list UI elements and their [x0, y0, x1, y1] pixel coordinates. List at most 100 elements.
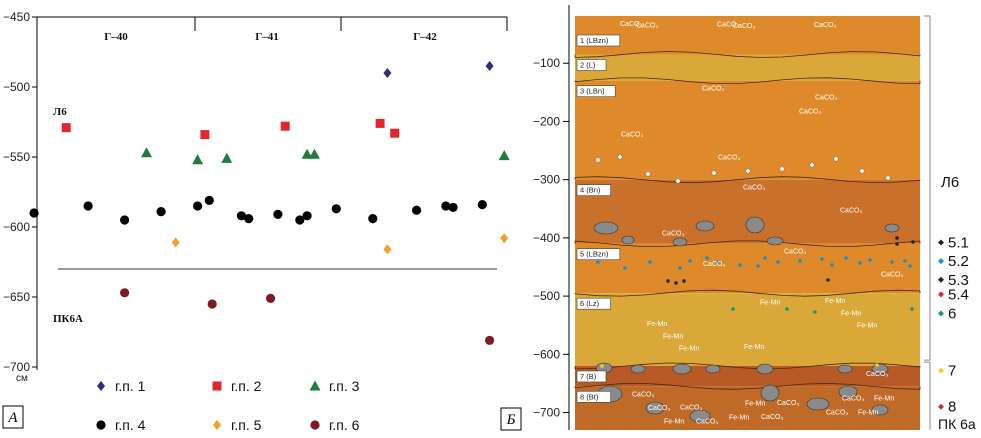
- y-axis-ticks-a: −450 −500 −550 −600 −650 −700: [3, 10, 37, 374]
- legend-label: г.п. 3: [329, 378, 360, 394]
- horizon-label-box: [576, 184, 611, 196]
- concretion: [695, 220, 715, 232]
- horizon-label: 2 (L): [580, 60, 596, 69]
- data-point: [29, 208, 39, 218]
- y-tick-label-b: −600: [533, 347, 560, 361]
- section-dividers: Г–40 Г–41 Г–42: [104, 17, 508, 43]
- marker-5-1: [895, 236, 899, 240]
- concretion: [745, 216, 765, 234]
- data-point: [83, 201, 93, 211]
- legend-b: 5.15.2 5.35.4 6 7 8: [938, 235, 969, 416]
- marker-5-2: [705, 256, 709, 260]
- legend-marker-b: [938, 291, 944, 298]
- horizon-label: 7 (B): [580, 372, 597, 381]
- concretion: [806, 397, 830, 411]
- horizon-annotation: Fe-Mn: [664, 419, 684, 426]
- horizon-annotation: CaCO₃: [703, 261, 725, 268]
- horizon-annotation: CaCO₃: [662, 231, 684, 238]
- data-point: [244, 214, 254, 224]
- marker-5-1: [666, 279, 670, 283]
- y-tick-label: −450: [3, 10, 30, 24]
- marker-5-2: [830, 263, 834, 267]
- horizon-annotation: Fe-Mn: [874, 395, 894, 402]
- unit-label: ПК 6а: [938, 416, 976, 432]
- legend-marker-b: [938, 367, 944, 374]
- data-point: [302, 211, 312, 221]
- data-point: [266, 293, 276, 303]
- marker-5-2: [776, 260, 780, 264]
- unit-brackets: Л6 ПК 6а: [924, 15, 976, 432]
- horizon-annotation: CaCO₃: [632, 391, 654, 398]
- horizon-annotation: CaCO₃: [826, 410, 848, 417]
- caco3-nodule: [809, 162, 815, 168]
- data-point: [498, 150, 510, 161]
- concretion: [705, 364, 721, 374]
- y-tick-label-b: −200: [533, 114, 560, 128]
- legend-label-b: 5.4: [948, 286, 969, 303]
- concretion: [838, 385, 858, 399]
- y-unit-label: см: [16, 373, 28, 384]
- horizon-label: 4 (Bn): [580, 186, 601, 195]
- data-point: [204, 195, 214, 205]
- marker-5-2: [688, 259, 692, 263]
- panel-b-label-box: [500, 407, 522, 431]
- legend-label-b: 7: [948, 363, 956, 380]
- horizon-labels: 1 (LBzn) 2 (L) 3 (LBn) 4 (Bn) 5 (LBzn) 6 (Lz)…: [576, 34, 621, 403]
- caco3-nodule: [595, 157, 601, 163]
- caco3-nodule: [645, 171, 651, 177]
- data-point: [500, 233, 509, 244]
- horizon-annotation: Fe-Mn: [679, 346, 699, 353]
- data-point: [375, 118, 385, 128]
- horizon-boundary: [574, 176, 921, 184]
- panel-a: −450 −500 −550 −600 −650 −700 Г–40 Г–41 Г–42 Л6…: [2, 10, 510, 433]
- legend-label-b: 5.1: [948, 235, 969, 252]
- horizon-annotation: CaCO₃: [743, 185, 765, 192]
- horizon-boundary: [574, 77, 921, 85]
- zone-labels-a: Л6 ПК6А: [53, 106, 83, 325]
- horizon-annotation: CaCO₃: [784, 249, 806, 256]
- section-label: Г–41: [255, 31, 279, 43]
- caco3-nodule: [779, 166, 785, 172]
- legend-marker-b: [938, 239, 944, 246]
- horizon-annotation: CaCO₃: [814, 22, 836, 29]
- y-tick-label: −700: [3, 360, 30, 374]
- horizon-annotation: CaCO₃: [620, 21, 642, 28]
- data-point: [383, 244, 392, 255]
- marker-5-2: [623, 266, 627, 270]
- horizon-boundary: [574, 240, 921, 248]
- legend-label-b: 6: [948, 306, 956, 323]
- data-point: [448, 202, 458, 212]
- caco3-nodule: [833, 156, 839, 162]
- unit-label: Л6: [941, 174, 959, 191]
- horizon-annotation: CaCO₃: [799, 109, 821, 116]
- data-point: [308, 148, 320, 159]
- caco3-nodule: [711, 170, 717, 176]
- horizon-annotation: Fe-Mn: [729, 414, 749, 421]
- concretion: [871, 404, 889, 416]
- y-tick-label: −500: [3, 80, 30, 94]
- section-label: Г–40: [104, 31, 128, 43]
- horizon-band: [575, 54, 920, 81]
- y-tick-label-b: −700: [533, 406, 560, 420]
- data-point: [441, 201, 451, 211]
- marker-5-1: [895, 242, 899, 246]
- horizon-annotation: CaCO₃: [702, 86, 724, 93]
- zone-label: Л6: [53, 106, 67, 118]
- horizon-annotations: CaCO₃ CaCO₃ CaCO₃ CaCO₃ CaCO₃ CaCO₃ CaCO₃ CaCO₃…: [620, 21, 903, 426]
- horizon-annotation: CaCO₃: [718, 155, 740, 162]
- data-point: [193, 201, 203, 211]
- data-point: [331, 204, 341, 214]
- marker-5-2: [868, 258, 872, 262]
- concretion: [593, 221, 619, 235]
- marker-6: [731, 307, 735, 311]
- legend-label-b: 5.3: [948, 272, 969, 289]
- horizon-annotation: Fe-Mn: [647, 321, 667, 328]
- data-point: [96, 420, 106, 430]
- horizon-boundary: [574, 51, 921, 58]
- horizon-band: [575, 293, 920, 366]
- data-point: [368, 214, 378, 224]
- concretion: [672, 237, 688, 247]
- data-point: [390, 128, 400, 138]
- data-point: [485, 335, 495, 345]
- section-label: Г–42: [413, 31, 437, 43]
